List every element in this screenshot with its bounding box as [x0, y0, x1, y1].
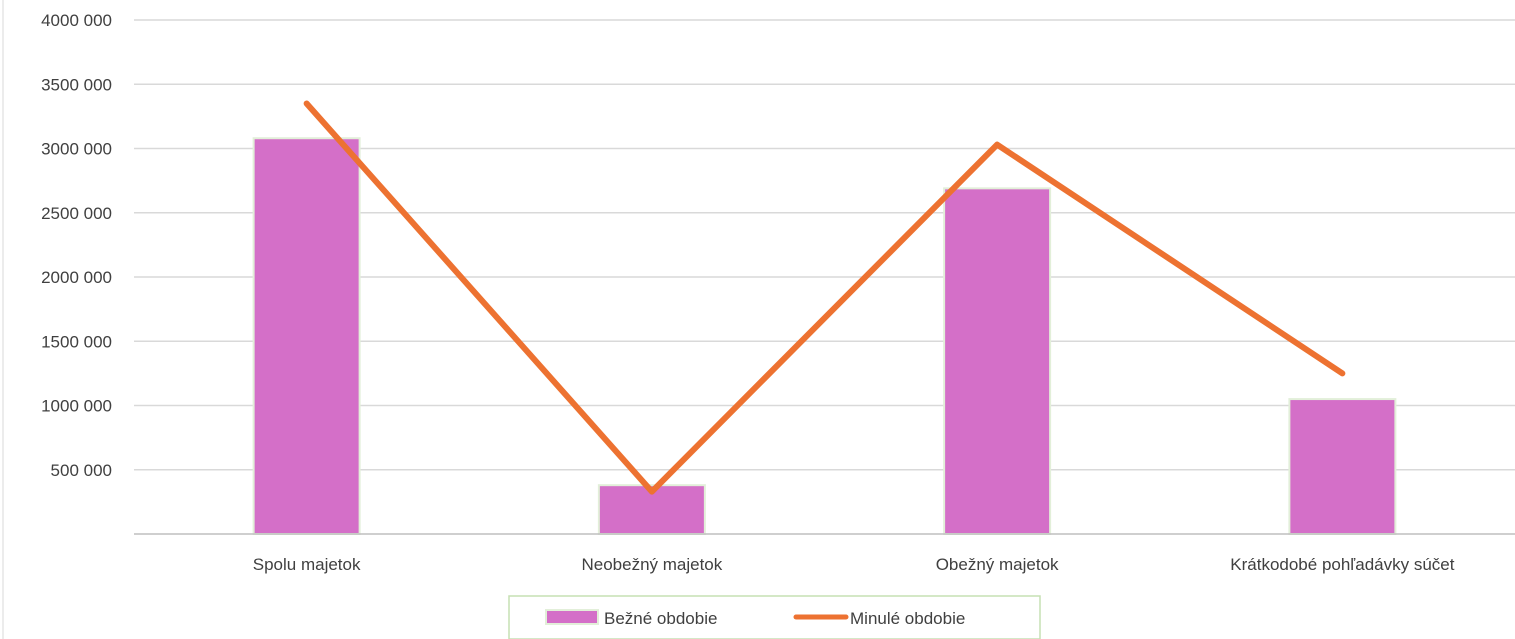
y-axis-tick-labels: 500 000 1000 000 1500 000 2000 000 2500 000 3…	[41, 11, 112, 480]
x-category-label: Neobežný majetok	[581, 555, 722, 574]
bar	[1288, 398, 1397, 536]
bar-series	[252, 137, 1397, 536]
x-axis-category-labels: Spolu majetok Neobežný majetok Obežný maje…	[253, 555, 1455, 574]
x-category-label: Obežný majetok	[936, 555, 1059, 574]
line-series	[303, 100, 1346, 495]
x-category-label: Krátkodobé pohľadávky súčet	[1230, 555, 1454, 574]
y-tick-label: 2500 000	[41, 204, 112, 223]
x-category-label: Spolu majetok	[253, 555, 361, 574]
series-line	[303, 100, 1346, 495]
y-tick-label: 4000 000	[41, 11, 112, 30]
bar	[252, 137, 361, 535]
y-tick-label: 3500 000	[41, 75, 112, 94]
legend: Bežné obdobie Minulé obdobie	[508, 595, 1041, 639]
legend-label-bar: Bežné obdobie	[604, 609, 717, 628]
legend-label-line: Minulé obdobie	[850, 609, 965, 628]
legend-swatch-bar	[545, 609, 599, 625]
y-tick-label: 3000 000	[41, 140, 112, 159]
y-tick-label: 1500 000	[41, 332, 112, 351]
gridlines	[134, 19, 1515, 471]
y-tick-label: 500 000	[51, 461, 112, 480]
y-tick-label: 1000 000	[41, 397, 112, 416]
y-tick-label: 2000 000	[41, 268, 112, 287]
bar	[943, 187, 1052, 536]
legend-box	[508, 595, 1041, 639]
